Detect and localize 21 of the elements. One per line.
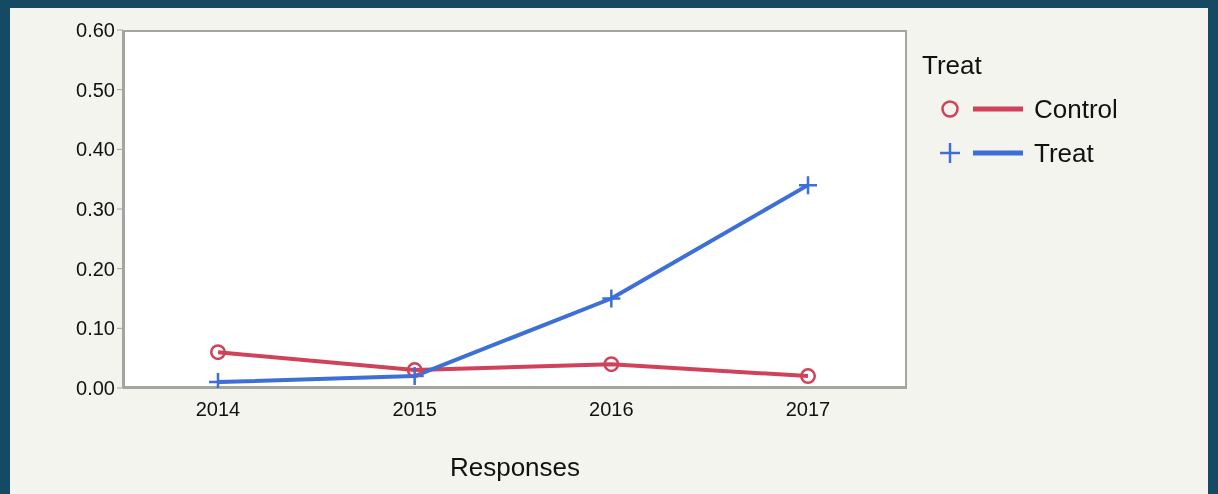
x-tick-label: 2017 (785, 398, 831, 421)
legend-title: Treat (922, 50, 983, 81)
y-tick-label: 0.40 (76, 138, 115, 161)
y-tick-label: 0.20 (76, 257, 115, 280)
x-tick-label: 2014 (195, 398, 241, 421)
y-tick-label: 0.00 (76, 377, 115, 400)
y-tick-label: 0.60 (76, 19, 115, 42)
point (603, 356, 620, 373)
legend-label: Control (1034, 93, 1118, 125)
x-tick-label: 2015 (392, 398, 437, 421)
x-tick-label: 2016 (589, 398, 634, 421)
point (797, 174, 819, 196)
y-tick-label: 0.10 (76, 317, 115, 340)
point (404, 365, 425, 387)
y-tick-label: 0.30 (76, 198, 115, 221)
legend-label: Treat (1034, 137, 1094, 169)
y-tick-label: 0.50 (76, 78, 115, 101)
point (210, 344, 226, 361)
point (601, 288, 622, 309)
point (800, 368, 816, 385)
x-axis-title: Responses (449, 452, 581, 482)
